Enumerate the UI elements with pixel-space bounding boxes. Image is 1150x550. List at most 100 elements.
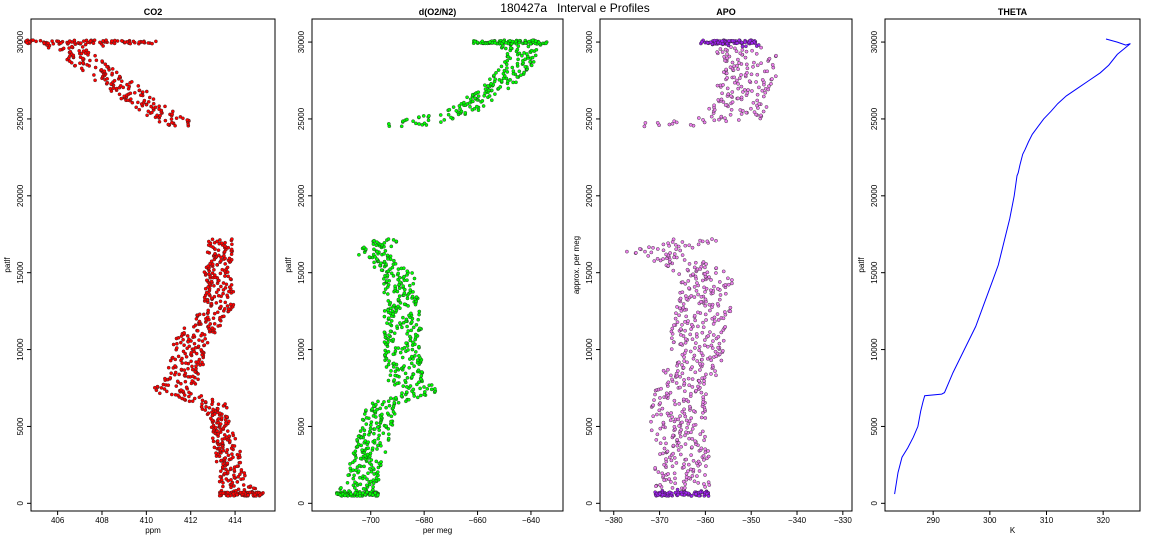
data-point xyxy=(682,378,686,382)
data-point xyxy=(473,39,477,44)
data-point xyxy=(740,48,745,52)
data-point xyxy=(386,308,390,312)
data-point xyxy=(362,245,366,250)
data-point xyxy=(414,295,419,299)
data-point xyxy=(393,369,398,374)
data-point xyxy=(220,440,225,445)
data-point xyxy=(377,433,381,438)
data-point xyxy=(348,466,353,471)
data-point xyxy=(223,274,227,278)
data-point xyxy=(248,484,253,489)
data-point xyxy=(386,378,391,383)
data-point xyxy=(128,41,133,46)
data-point xyxy=(690,377,695,381)
data-point xyxy=(212,283,216,288)
data-point xyxy=(182,326,187,331)
data-point xyxy=(759,61,763,66)
data-point xyxy=(672,471,677,476)
data-point xyxy=(381,276,386,281)
data-point xyxy=(93,53,97,58)
data-point xyxy=(209,259,214,264)
data-point xyxy=(664,441,668,446)
data-point xyxy=(221,281,226,285)
data-point xyxy=(206,264,211,268)
y-tick-label: 30000 xyxy=(870,30,879,53)
data-point xyxy=(110,67,115,71)
data-point xyxy=(217,446,222,451)
data-point xyxy=(725,52,729,56)
y-tick-label: 0 xyxy=(16,501,25,506)
data-point xyxy=(371,481,376,486)
data-point xyxy=(737,38,741,43)
data-point xyxy=(212,267,216,272)
data-point xyxy=(157,104,161,108)
data-point xyxy=(680,363,684,367)
data-point xyxy=(371,414,376,418)
data-point xyxy=(361,486,366,491)
data-point xyxy=(415,382,419,387)
data-point xyxy=(253,492,257,497)
data-point xyxy=(690,322,694,327)
data-point xyxy=(371,252,376,257)
data-point xyxy=(658,441,663,446)
data-point xyxy=(380,412,384,417)
data-point xyxy=(671,451,675,456)
data-point xyxy=(389,319,394,323)
data-point xyxy=(231,455,235,460)
data-point xyxy=(219,304,223,309)
data-point xyxy=(516,57,520,62)
data-point xyxy=(215,262,219,267)
data-point xyxy=(472,106,477,111)
data-point xyxy=(176,354,181,359)
plot-frame xyxy=(884,18,1141,512)
data-point xyxy=(711,339,715,343)
data-point xyxy=(501,39,506,44)
data-point xyxy=(84,48,89,53)
data-point xyxy=(391,365,396,369)
data-point xyxy=(417,344,421,349)
data-point xyxy=(689,430,693,435)
data-point xyxy=(358,475,362,480)
data-point xyxy=(100,59,104,63)
data-point xyxy=(679,444,684,449)
data-point xyxy=(673,476,677,481)
data-point xyxy=(696,292,700,297)
data-point xyxy=(681,302,686,306)
data-point xyxy=(197,338,201,342)
data-point xyxy=(671,340,676,345)
data-point xyxy=(713,369,717,373)
data-point xyxy=(225,461,230,466)
data-point xyxy=(643,121,648,125)
data-point xyxy=(468,105,472,109)
data-point xyxy=(689,416,694,420)
y-tick-label: 10000 xyxy=(870,338,879,361)
data-point xyxy=(353,490,358,495)
data-point xyxy=(397,286,402,291)
data-point xyxy=(474,104,479,109)
data-point xyxy=(131,39,136,44)
data-point xyxy=(684,294,688,298)
x-tick-label: −330 xyxy=(834,516,853,525)
data-point xyxy=(674,381,679,385)
data-point xyxy=(658,483,662,487)
data-point xyxy=(709,288,713,293)
data-point xyxy=(660,406,665,411)
data-point xyxy=(70,44,74,49)
data-point xyxy=(402,302,407,307)
data-point xyxy=(146,100,151,104)
data-point xyxy=(712,284,716,289)
data-point xyxy=(722,54,727,59)
data-point xyxy=(369,458,374,462)
data-point xyxy=(670,377,674,382)
data-point xyxy=(533,53,538,58)
data-point xyxy=(211,423,216,428)
data-point xyxy=(710,363,715,368)
data-point xyxy=(701,325,706,330)
data-point xyxy=(711,333,716,337)
plot-frame xyxy=(30,18,276,512)
data-point xyxy=(743,40,747,45)
data-point xyxy=(653,466,658,470)
data-point xyxy=(223,300,228,305)
data-point xyxy=(213,251,217,256)
data-point xyxy=(501,71,506,76)
